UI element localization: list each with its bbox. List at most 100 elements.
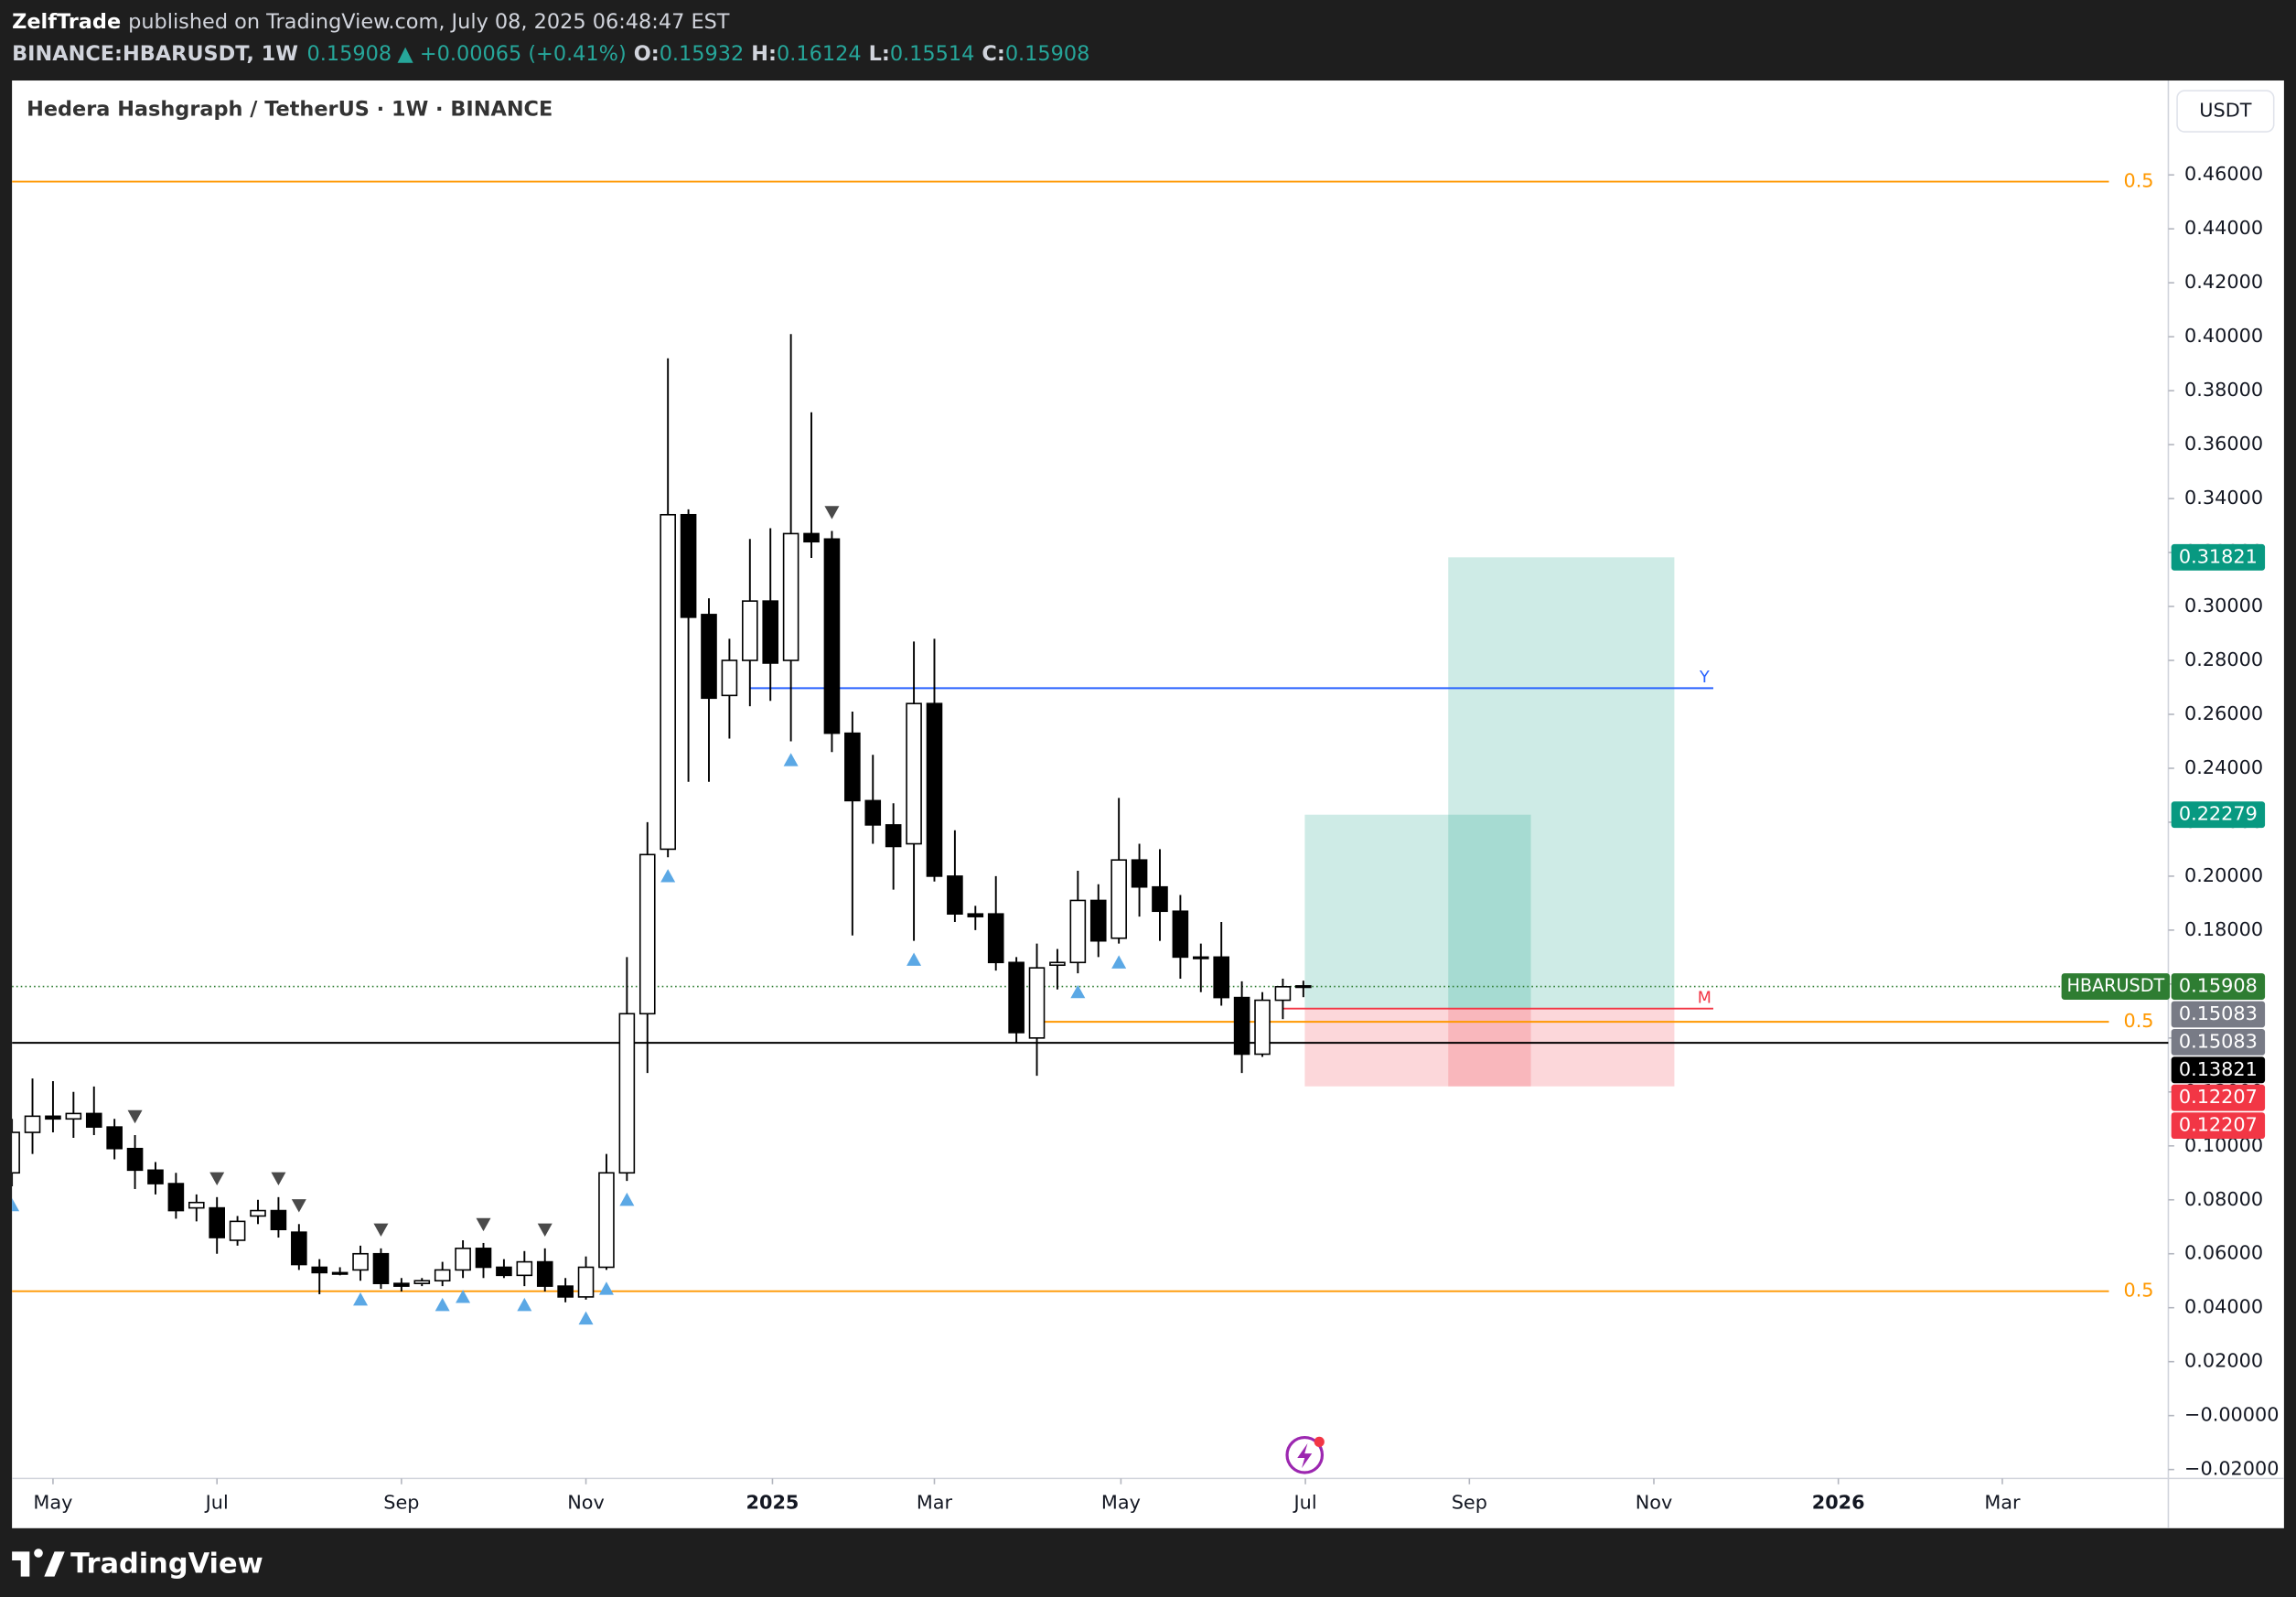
candle-body	[393, 1282, 410, 1287]
candle-body	[1028, 967, 1046, 1039]
x-tick-label: May	[33, 1492, 72, 1514]
position-target	[1304, 814, 1531, 1009]
y-tick-label: 0.26000	[2184, 702, 2263, 724]
y-tick-label: 0.28000	[2184, 648, 2263, 670]
x-tick-label: Mar	[917, 1492, 953, 1514]
fib-label: 0.5	[2123, 1280, 2153, 1302]
lightning-icon[interactable]	[1285, 1435, 1325, 1474]
price-label-box	[2171, 1028, 2266, 1056]
y-tick-label: 0.40000	[2184, 325, 2263, 347]
chart-title: Hedera Hashgraph / TetherUS · 1W · BINAN…	[27, 98, 553, 122]
y-tick-label: 0.08000	[2184, 1188, 2263, 1210]
y-tick-label: −0.02000	[2184, 1458, 2279, 1480]
candle-body	[1089, 899, 1107, 942]
x-tick-label: May	[1101, 1492, 1141, 1514]
x-tick-label: 2025	[746, 1492, 799, 1514]
candle-body	[1172, 910, 1189, 959]
candle-body	[229, 1220, 246, 1241]
signal-up	[578, 1311, 594, 1325]
plot	[12, 180, 2169, 1325]
y-tick-label: 0.18000	[2184, 918, 2263, 940]
ohlc-value: 0.16124	[777, 42, 862, 66]
signal-down	[537, 1223, 553, 1238]
candle-body	[1233, 996, 1250, 1056]
signal-up	[353, 1292, 369, 1306]
candle-body	[65, 1112, 82, 1120]
candle-body	[885, 824, 902, 848]
candle-body	[209, 1206, 225, 1238]
candle-body	[1254, 999, 1271, 1056]
candle-body	[1274, 986, 1292, 1002]
y-unit: USDT	[2199, 100, 2251, 122]
symbol: BINANCE:HBARUSDT, 1W	[12, 42, 298, 66]
price-label: 0.22279	[2179, 803, 2258, 825]
price-label: 0.31821	[2179, 545, 2258, 567]
candle-body	[496, 1266, 512, 1277]
y-tick-label: 0.20000	[2184, 864, 2263, 886]
price-label-box	[2171, 543, 2266, 571]
y-tick-label: 0.30000	[2184, 595, 2263, 616]
price-label-box	[2171, 801, 2266, 829]
candle-body	[413, 1280, 431, 1284]
y-tick-label: 0.42000	[2184, 271, 2263, 293]
price-label-box	[2171, 1056, 2266, 1084]
candle-body	[1110, 859, 1127, 939]
signal-up	[598, 1281, 614, 1295]
level-label: Y	[1699, 669, 1710, 687]
signal-down	[127, 1109, 143, 1124]
ohlc-key: C:	[982, 42, 1004, 66]
candle-body	[557, 1285, 574, 1298]
candle-body	[1213, 956, 1229, 999]
price-label: 0.15083	[2179, 1002, 2258, 1024]
fib-label: 0.5	[2123, 1010, 2153, 1032]
candle-body	[987, 913, 1004, 964]
candle-body	[434, 1269, 451, 1282]
candle-body	[598, 1172, 615, 1269]
last-price: 0.15908	[307, 42, 392, 66]
candle-body	[947, 875, 963, 915]
candle-body	[1008, 961, 1025, 1034]
candle-body	[742, 600, 758, 661]
ohlc-key: H:	[751, 42, 777, 66]
ohlc-value: 0.15908	[1005, 42, 1090, 66]
signal-down	[476, 1217, 491, 1232]
signal-down	[373, 1223, 389, 1238]
signal-up	[12, 1197, 20, 1212]
candle-body	[782, 532, 799, 661]
candle-body	[352, 1252, 369, 1271]
x-tick-label: Sep	[383, 1492, 419, 1514]
signal-up	[783, 753, 799, 766]
y-tick-label: 0.44000	[2184, 217, 2263, 239]
candle-body	[577, 1266, 595, 1298]
chart-panel	[12, 80, 2284, 1528]
signal-up	[1070, 984, 1086, 999]
price-label: 0.12207	[2179, 1086, 2258, 1108]
ohlc-value: 0.15514	[890, 42, 975, 66]
level-label: M	[1698, 989, 1711, 1007]
candle-body	[85, 1112, 102, 1128]
symbol-label: HBARUSDT	[2066, 975, 2164, 996]
candle-body	[126, 1147, 144, 1172]
candle-body	[660, 513, 676, 851]
unit-button[interactable]	[2176, 90, 2275, 133]
y-tick-label: 0.06000	[2184, 1242, 2263, 1264]
candle-body	[906, 702, 922, 845]
candle-body	[1295, 985, 1312, 989]
signal-down	[271, 1172, 286, 1186]
ohlc-key: O:	[634, 42, 660, 66]
position-target	[1448, 557, 1675, 1009]
signal-up	[660, 869, 676, 883]
y-tick-label: 0.38000	[2184, 379, 2263, 401]
candle-body	[24, 1115, 41, 1133]
x-tick-label: Jul	[1293, 1492, 1317, 1514]
y-tick-label: 0.24000	[2184, 756, 2263, 778]
candle-body	[331, 1271, 349, 1275]
candle-body	[864, 799, 882, 826]
ohlc-value: 0.15932	[660, 42, 745, 66]
published: published on TradingView.com, July 08, 2…	[128, 10, 730, 34]
candle-body	[926, 702, 943, 877]
price-label: 0.12207	[2179, 1114, 2258, 1136]
y-tick-label: −0.00000	[2184, 1404, 2279, 1426]
signal-up	[619, 1192, 635, 1206]
